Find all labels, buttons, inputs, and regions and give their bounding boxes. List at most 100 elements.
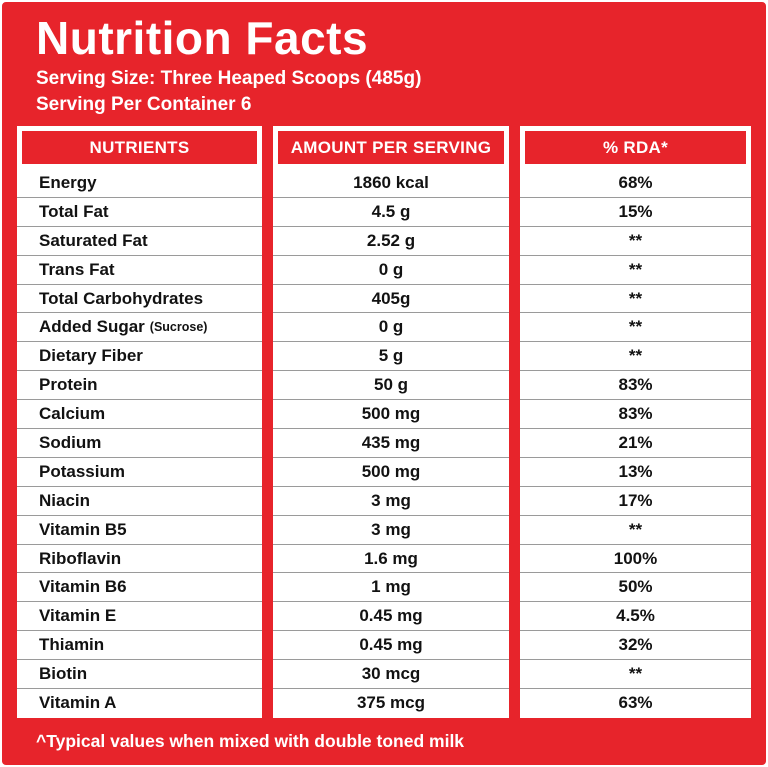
amount-value: 4.5 g [371,201,411,221]
rda-value: 83% [618,404,653,424]
table-cell-rda: 21% [520,429,751,458]
amount-value: 0.45 mg [359,635,423,655]
table-cell-nutrient: Niacin [17,487,262,516]
rda-value: 15% [618,201,653,221]
table-cell-amount: 375 mcg [273,689,509,718]
table-cell-rda: ** [520,227,751,256]
rda-value: ** [628,664,643,684]
serving-per-container-text: Serving Per Container 6 [36,94,252,115]
table-cell-nutrient: Vitamin B5 [17,516,262,545]
table-cell-nutrient: Thiamin [17,631,262,661]
table-cell-nutrient: Saturated Fat [17,227,262,256]
amount-value: 375 mcg [356,693,426,713]
rda-value: 17% [618,490,653,510]
table-cell-nutrient: Vitamin E [17,602,262,632]
amount-value: 405g [371,288,411,308]
table-cell-amount: 0 g [273,313,509,343]
page-title: Nutrition Facts [36,12,369,64]
table-cell-rda: 63% [520,689,751,718]
table-cell-rda: ** [520,313,751,343]
table-cell-amount: 0.45 mg [273,631,509,661]
amount-value: 30 mcg [361,664,421,684]
nutrient-note: (Sucrose) [149,320,208,335]
serving-size-text: Serving Size: Three Heaped Scoops (485g) [36,68,422,89]
amount-value: 1.6 mg [364,548,418,568]
table-cell-amount: 435 mg [273,429,509,458]
nutrient-value: Sodium [39,432,102,452]
rda-value: ** [628,317,643,337]
table-cell-rda: ** [520,660,751,690]
table-cell-amount: 0.45 mg [273,602,509,632]
table-cell-rda: 32% [520,631,751,661]
table-cell-nutrient: Biotin [17,660,262,690]
amount-value: 435 mg [361,432,421,452]
nutrient-value: Total Fat [39,201,109,221]
rda-value: 4.5% [616,606,655,626]
amount-value: 50 g [373,375,409,395]
amount-value: 2.52 g [366,230,416,250]
nutrition-table: NUTRIENTS Energy Total Fat Saturated Fat Tr… [2,126,766,718]
table-cell-nutrient: Total Fat [17,198,262,227]
nutrient-value: Biotin [39,664,88,684]
table-cell-rda: ** [520,342,751,372]
nutrient-value: Dietary Fiber [39,346,143,366]
table-cell-amount: 405g [273,285,509,314]
table-cell-rda: 15% [520,198,751,227]
nutrients-column: NUTRIENTS Energy Total Fat Saturated Fat Tr… [17,126,262,718]
table-cell-rda: ** [520,516,751,545]
rda-value: ** [628,259,643,279]
amount-value: 3 mg [371,519,411,539]
table-cell-nutrient: Protein [17,371,262,401]
nutrient-value: Added Sugar [39,317,145,337]
nutrient-value: Energy [39,172,97,192]
nutrient-value: Potassium [39,461,125,481]
table-cell-rda: 13% [520,458,751,487]
column-header-rda: % RDA* [525,131,746,164]
rda-value: 68% [618,172,653,192]
table-cell-nutrient: Trans Fat [17,256,262,285]
nutrient-value: Vitamin B5 [39,519,127,539]
rda-value: ** [628,230,643,250]
nutrient-value: Calcium [39,404,106,424]
table-cell-amount: 5 g [273,342,509,372]
table-cell-nutrient: Dietary Fiber [17,342,262,372]
rda-value: 50% [618,577,653,597]
table-cell-rda: 17% [520,487,751,516]
rda-value: 63% [618,693,653,713]
table-cell-amount: 0 g [273,256,509,285]
nutrient-value: Thiamin [39,635,105,655]
table-cell-nutrient: Added Sugar (Sucrose) [17,313,262,343]
nutrient-value: Niacin [39,490,91,510]
nutrient-value: Saturated Fat [39,230,148,250]
rda-value: 21% [618,432,653,452]
table-cell-rda: 68% [520,169,751,198]
table-cell-nutrient: Riboflavin [17,545,262,574]
rda-value: 32% [618,635,653,655]
column-header-amount: AMOUNT PER SERVING [278,131,504,164]
nutrient-value: Total Carbohydrates [39,288,204,308]
nutrient-value: Vitamin E [39,606,117,626]
table-cell-amount: 3 mg [273,487,509,516]
table-cell-nutrient: Potassium [17,458,262,487]
table-cell-amount: 2.52 g [273,227,509,256]
amount-value: 0 g [378,317,404,337]
nutrient-value: Trans Fat [39,259,115,279]
nutrient-value: Protein [39,375,98,395]
table-cell-amount: 1.6 mg [273,545,509,574]
table-cell-rda: ** [520,256,751,285]
table-cell-amount: 500 mg [273,458,509,487]
column-header-nutrients: NUTRIENTS [22,131,257,164]
table-cell-nutrient: Vitamin A [17,689,262,718]
table-cell-rda: 83% [520,400,751,430]
table-cell-rda: ** [520,285,751,314]
rda-value: 100% [613,548,658,568]
table-cell-amount: 30 mcg [273,660,509,690]
amount-value: 500 mg [361,404,421,424]
nutrient-value: Vitamin B6 [39,577,127,597]
table-cell-nutrient: Sodium [17,429,262,458]
table-cell-rda: 100% [520,545,751,574]
table-cell-nutrient: Energy [17,169,262,198]
table-cell-amount: 500 mg [273,400,509,430]
table-cell-rda: 50% [520,573,751,603]
